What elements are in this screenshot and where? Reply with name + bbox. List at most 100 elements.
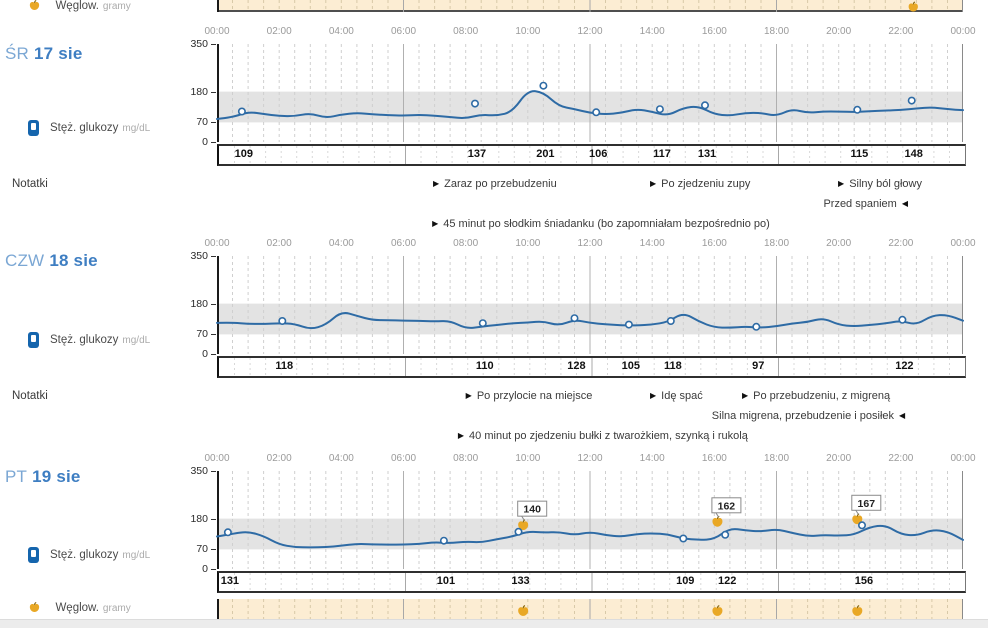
carb-apple-icon <box>712 515 723 527</box>
y-tick-label: 70 <box>196 328 208 341</box>
note: ▶ Po przebudzeniu, z migreną <box>741 390 891 402</box>
carb-apple-icon <box>908 1 918 12</box>
svg-text:140: 140 <box>523 504 541 516</box>
day-title: PT 19 sie <box>5 467 81 487</box>
glucose-row-label: Stęż. glukozy mg/dL <box>50 549 151 561</box>
time-tick-label: 00:00 <box>950 238 976 249</box>
glucose-reading-value: 118 <box>275 360 294 372</box>
day-date: 17 sie <box>34 44 83 63</box>
glucose-markers <box>237 81 916 117</box>
note-marker-right-icon: ▶ <box>838 179 845 188</box>
y-tick-label: 180 <box>190 297 208 310</box>
glucose-reading-value: 117 <box>653 148 671 160</box>
gridlines <box>217 471 963 569</box>
time-tick-label: 02:00 <box>266 238 292 249</box>
horizontal-scrollbar[interactable] <box>0 619 988 628</box>
time-tick-label: 04:00 <box>328 453 354 464</box>
time-tick-label: 10:00 <box>515 26 541 37</box>
glucose-reading-value: 201 <box>536 148 555 160</box>
y-tick <box>211 256 216 257</box>
readings-row: 118 110 128 105 118 97 122 <box>217 356 966 378</box>
note-marker-right-icon: ▶ <box>432 219 439 228</box>
time-tick-label: 10:00 <box>515 453 541 464</box>
svg-text:162: 162 <box>718 500 736 512</box>
carbs-row-label: Węglow. gramy <box>28 0 131 15</box>
readings-row: 131 101 133 109 122 156 <box>217 571 966 593</box>
glucose-chart <box>216 44 964 142</box>
y-tick-label: 350 <box>190 38 208 50</box>
time-tick-label: 08:00 <box>453 26 479 37</box>
time-tick-label: 04:00 <box>328 26 354 37</box>
y-tick <box>211 518 216 520</box>
y-tick-label: 180 <box>190 512 208 525</box>
glucose-reading-value: 131 <box>697 148 717 160</box>
carb-apple-icon <box>852 605 863 616</box>
note-marker-right-icon: ▶ <box>433 179 440 188</box>
time-tick-label: 20:00 <box>826 26 852 37</box>
note-marker-left-icon: ◀ <box>899 411 906 420</box>
time-tick-label: 22:00 <box>888 453 914 464</box>
time-tick-label: 18:00 <box>763 453 790 464</box>
glucose-reading-value: 106 <box>589 148 608 160</box>
time-tick-label: 14:00 <box>639 26 665 37</box>
carb-apple-icon <box>29 0 40 11</box>
note: ▶ 45 minut po słodkim śniadanku (bo zapom… <box>432 218 770 230</box>
time-tick-label: 22:00 <box>888 238 914 249</box>
time-axis: 00:00 02:00 04:00 06:00 08:00 10:00 12:00 14:00… <box>204 238 975 250</box>
time-axis: 00:00 02:00 04:00 06:00 08:00 10:00 12:00 14:00… <box>204 453 975 465</box>
time-tick-label: 08:00 <box>453 453 479 464</box>
readings-row: 109 137 201 106 117 131 115 148 <box>217 144 966 166</box>
glucose-reading-value: 122 <box>895 360 914 372</box>
notes-row-label: Notatki <box>12 390 48 402</box>
day-abbrev: PT <box>5 467 28 486</box>
day-section: CZW 18 sie Stęż. glukozy mg/dL Notatki 00:… <box>0 238 988 453</box>
note-marker-left-icon: ◀ <box>901 199 908 208</box>
glucose-reading-value: 133 <box>511 575 530 587</box>
note-marker-right-icon: ▶ <box>741 391 749 400</box>
time-tick-label: 00:00 <box>950 26 976 37</box>
time-tick-label: 06:00 <box>390 238 417 249</box>
glucose-reading-value: 109 <box>676 575 695 587</box>
carb-callout: 167 <box>851 494 882 511</box>
notes-row-label: Notatki <box>12 178 48 190</box>
glucose-reading-value: 118 <box>663 360 682 372</box>
time-tick-label: 10:00 <box>515 238 541 249</box>
day-section: PT 19 sie Stęż. glukozy mg/dL 00:00 02:00 04… <box>0 453 988 628</box>
y-tick-label: 70 <box>196 116 208 129</box>
carb-apple-icon <box>518 519 529 531</box>
day-title: CZW 18 sie <box>5 251 98 271</box>
glucose-reading-value: 148 <box>904 148 923 160</box>
glucose-meter-icon <box>28 547 39 563</box>
y-tick-label: 350 <box>190 250 208 262</box>
y-tick-label: 0 <box>202 348 208 360</box>
gridlines <box>234 573 950 591</box>
gridlines <box>217 44 963 142</box>
time-tick-label: 00:00 <box>950 453 976 464</box>
y-tick <box>211 334 216 336</box>
carb-callout: 140 <box>517 500 548 517</box>
y-tick <box>211 471 216 472</box>
time-tick-label: 16:00 <box>701 238 727 249</box>
y-tick-label: 350 <box>190 465 208 477</box>
gridlines <box>217 0 963 12</box>
gridlines <box>234 358 950 376</box>
y-tick-label: 0 <box>202 136 208 148</box>
y-tick <box>211 303 216 305</box>
carb-apple-icon <box>712 605 723 616</box>
carb-callout: 162 <box>711 497 742 514</box>
y-tick <box>211 569 216 570</box>
glucose-line <box>216 90 964 120</box>
y-tick <box>211 549 216 551</box>
glucose-reading-value: 122 <box>718 575 737 587</box>
time-tick-label: 18:00 <box>763 26 790 37</box>
glucose-meter-icon <box>28 332 39 348</box>
note: ▶ Po zjedzeniu zupy <box>649 178 751 190</box>
time-tick-label: 00:00 <box>204 26 230 37</box>
svg-text:167: 167 <box>858 498 876 510</box>
glucose-reading-value: 105 <box>621 360 641 372</box>
glucose-row-label: Stęż. glukozy mg/dL <box>50 122 151 134</box>
time-tick-label: 18:00 <box>763 238 790 249</box>
time-tick-label: 08:00 <box>453 238 479 249</box>
y-tick <box>211 354 216 355</box>
